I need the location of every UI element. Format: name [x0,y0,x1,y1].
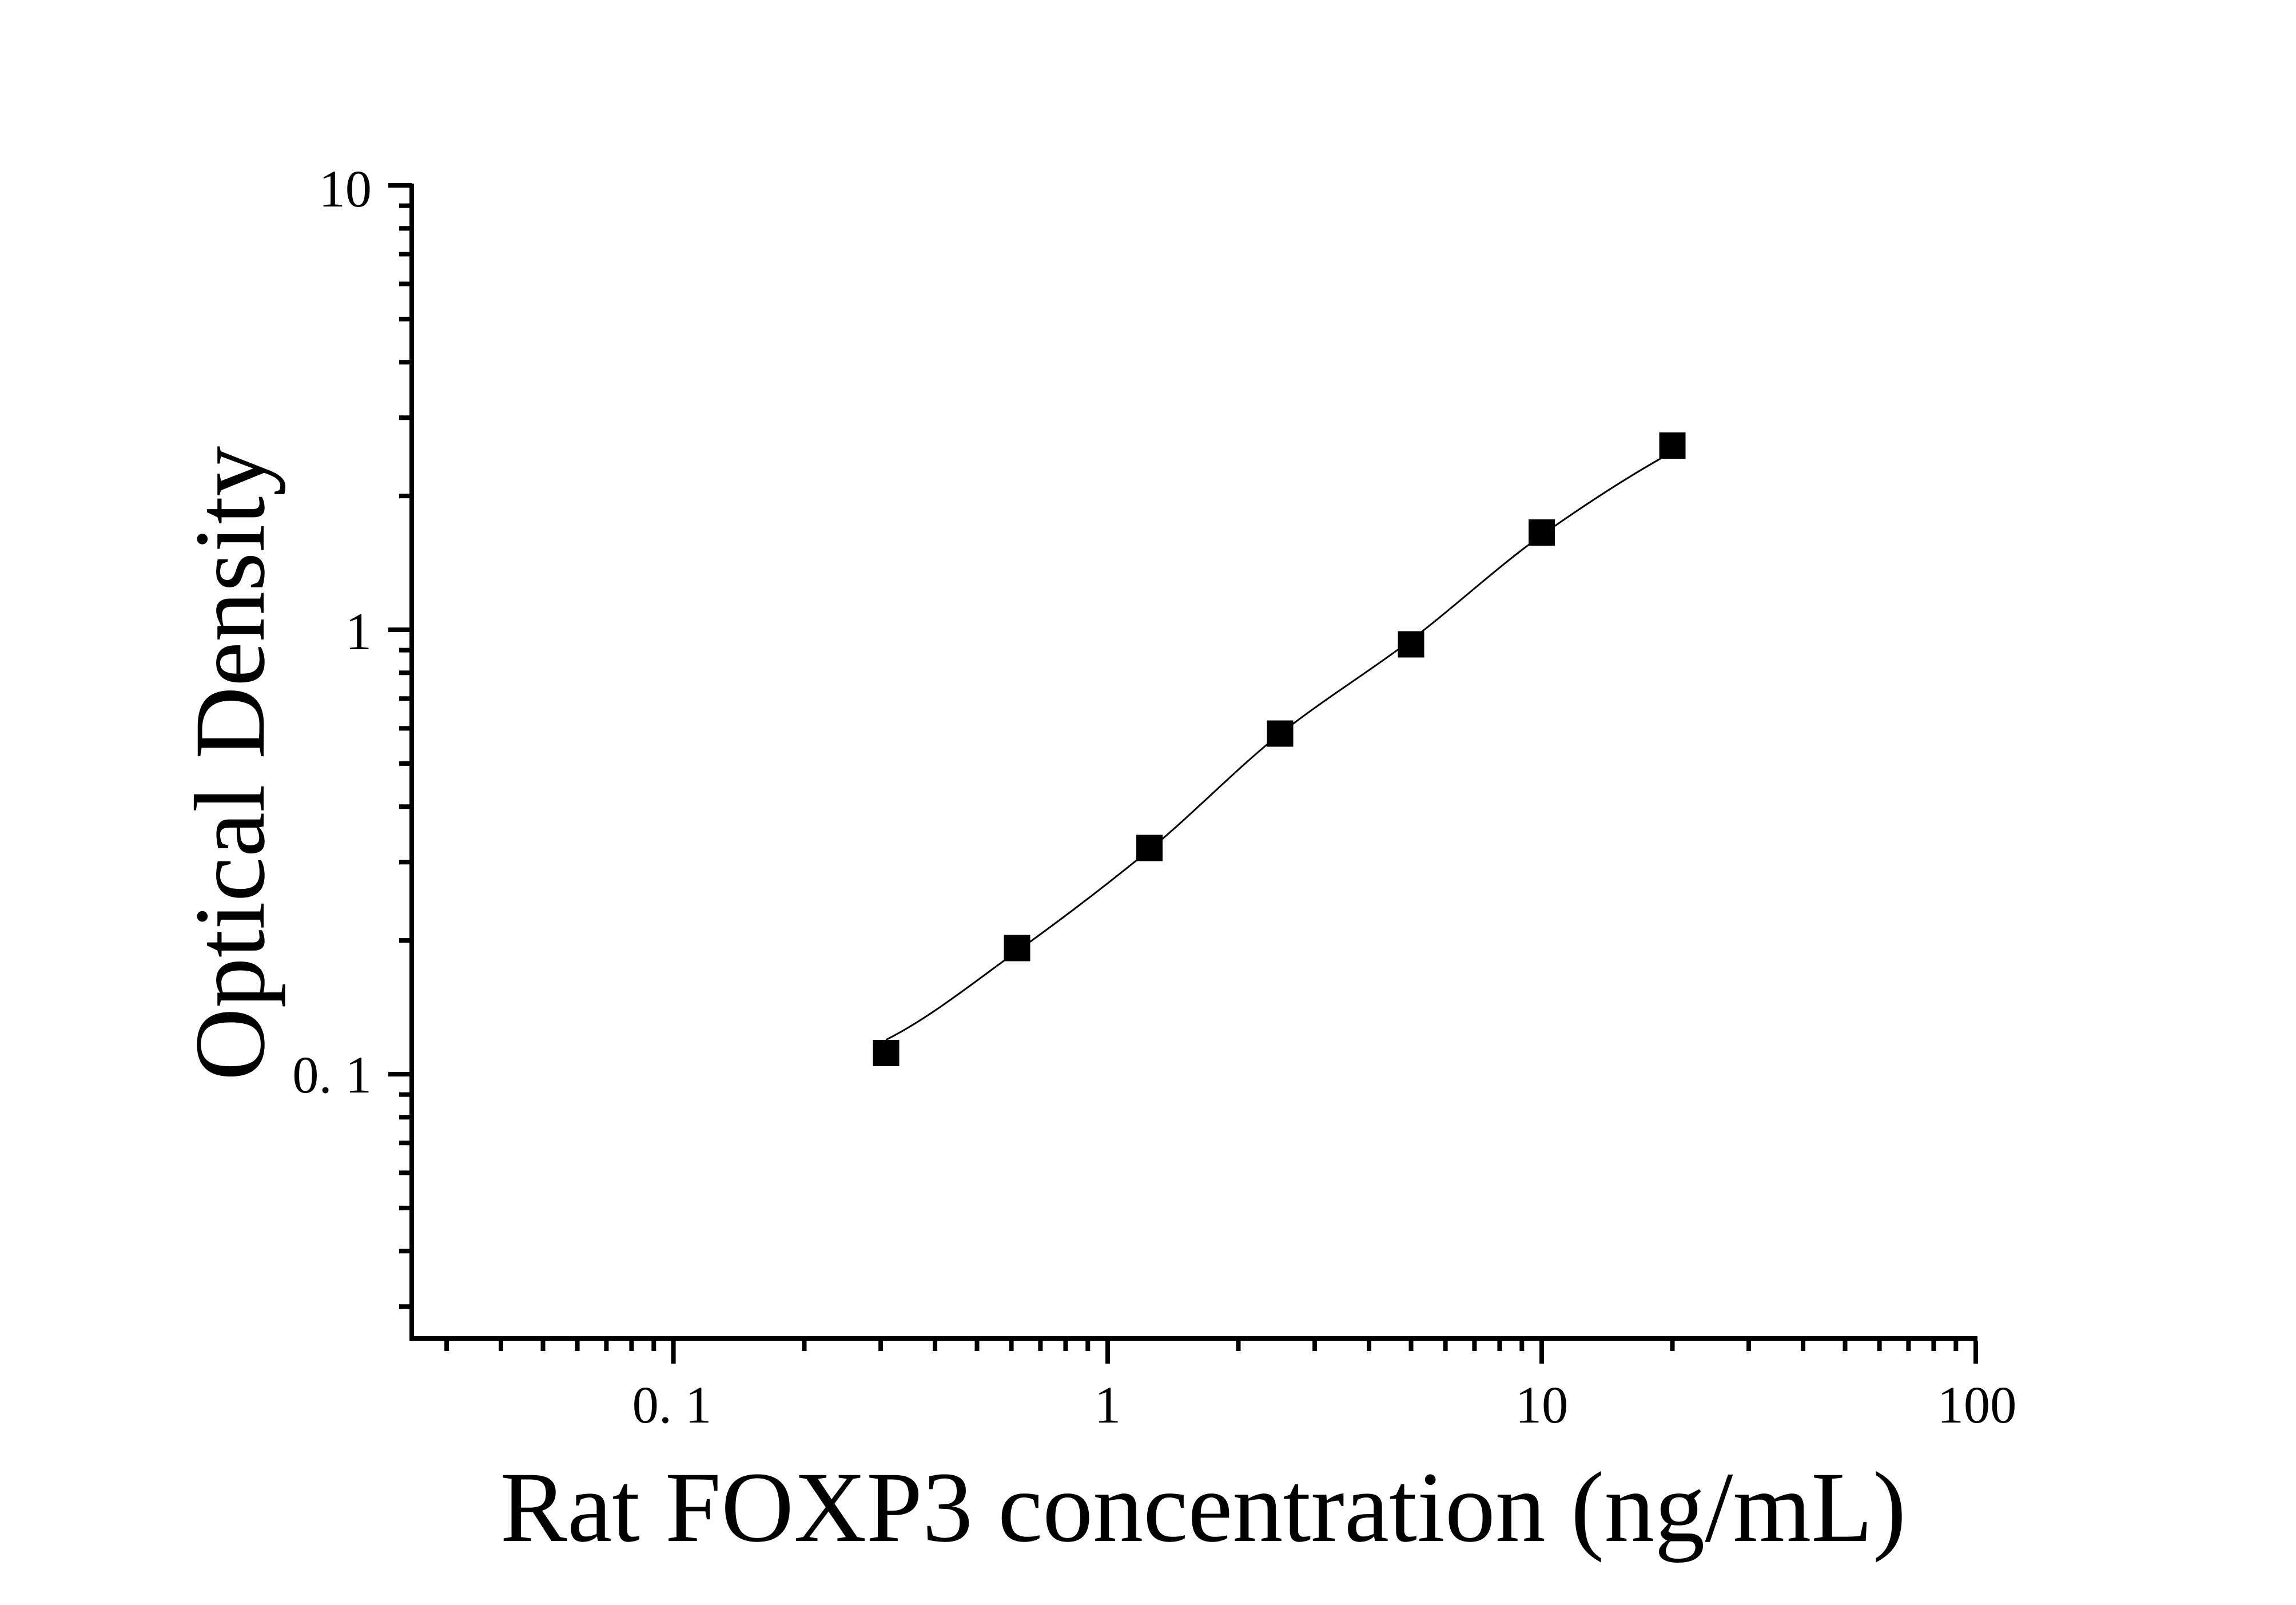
svg-text:10: 10 [1515,1376,1569,1435]
svg-text:1: 1 [345,603,372,661]
svg-text:1: 1 [1095,1376,1121,1435]
svg-text:100: 100 [1937,1376,2017,1435]
svg-text:Optical Density: Optical Density [174,446,286,1081]
svg-text:Rat FOXP3 concentration (ng/mL: Rat FOXP3 concentration (ng/mL) [500,1452,1907,1563]
svg-text:0. 1: 0. 1 [632,1376,712,1435]
svg-text:10: 10 [319,160,372,218]
svg-text:0. 1: 0. 1 [292,1046,372,1105]
